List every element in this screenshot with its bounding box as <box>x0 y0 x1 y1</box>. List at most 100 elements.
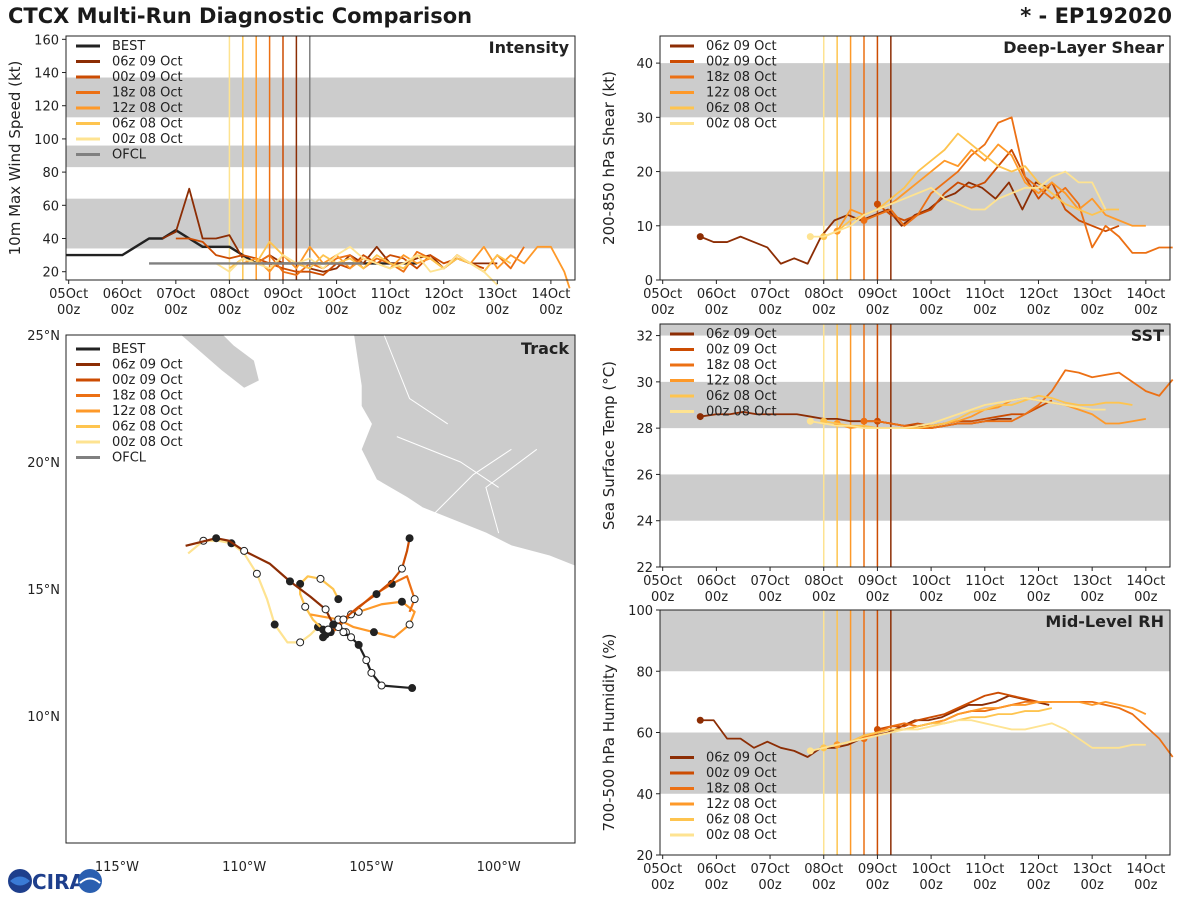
legend-label: 00z 09 Oct <box>112 373 183 388</box>
y-tick-label: 20 <box>636 166 653 181</box>
x-tick-label: 00z <box>651 303 675 318</box>
y-tick-label: 60 <box>636 727 653 742</box>
y-tick-label: 160 <box>34 33 59 48</box>
legend-label: OFCL <box>112 148 147 163</box>
x-tick-label: 06Oct <box>697 287 736 302</box>
panel-title: Intensity <box>489 38 570 57</box>
x-tick-label: 00z <box>1027 303 1051 318</box>
storm-id: * - EP192020 <box>1020 4 1172 28</box>
legend-label: 00z 09 Oct <box>706 343 777 358</box>
track-point <box>329 620 338 629</box>
y-tick-label: 100 <box>34 133 59 148</box>
panel-title: Deep-Layer Shear <box>1003 38 1164 57</box>
x-tick-label: 05Oct <box>643 574 682 589</box>
shaded-band <box>660 63 1170 118</box>
series-start-marker <box>696 716 704 724</box>
x-tick-label: 11Oct <box>965 862 1004 877</box>
y-tick-label: 100 <box>628 604 653 619</box>
y-axis-label: Sea Surface Temp (°C) <box>600 361 618 530</box>
track-point <box>372 590 381 599</box>
series-line <box>810 170 1107 238</box>
panel-sst: 22242628303205Oct00z06Oct00z07Oct00z08Oc… <box>600 323 1174 605</box>
series-line <box>863 700 1174 758</box>
x-tick-label: 00z <box>111 303 135 318</box>
series-start-marker <box>696 413 704 421</box>
y-tick-label: 22 <box>636 561 653 576</box>
x-tick-label: 00z <box>325 303 349 318</box>
x-tick-label: 08Oct <box>210 287 249 302</box>
y-tick-label: 20 <box>636 849 653 864</box>
track-point <box>296 579 305 588</box>
state-border <box>434 448 512 514</box>
x-tick-label: 11Oct <box>965 287 1004 302</box>
track-line <box>185 537 335 633</box>
legend-label: 06z 08 Oct <box>706 813 777 828</box>
x-tick-label: 00z <box>1080 590 1104 605</box>
logo-text: CIRA <box>32 870 86 894</box>
x-tick-label: 07Oct <box>751 287 790 302</box>
shaded-band <box>660 610 1170 672</box>
x-tick-label: 00z <box>812 590 836 605</box>
legend-label: 00z 08 Oct <box>706 405 777 420</box>
x-tick-label: 105°W <box>349 860 393 875</box>
track-point <box>347 633 356 642</box>
x-tick-label: 10Oct <box>912 287 951 302</box>
y-axis-label: 10m Max Wind Speed (kt) <box>6 61 24 256</box>
legend-label: 18z 08 Oct <box>112 86 183 101</box>
legend-label: 06z 09 Oct <box>706 39 777 54</box>
x-tick-label: 09Oct <box>858 862 897 877</box>
track-point <box>354 640 363 649</box>
legend-label: 12z 08 Oct <box>706 86 777 101</box>
x-tick-label: 00z <box>486 303 510 318</box>
x-tick-label: 00z <box>651 590 675 605</box>
track-point <box>334 595 343 604</box>
x-tick-label: 10Oct <box>317 287 356 302</box>
x-tick-label: 115°W <box>95 860 139 875</box>
series-line <box>810 719 1146 752</box>
x-tick-label: 00z <box>1080 878 1104 893</box>
legend-label: 18z 08 Oct <box>706 70 777 85</box>
series-start-marker <box>806 747 814 755</box>
panel-track: 10°N 15°N 20°N 25°N 115°W 110°W 105°W 100°W Trac… <box>27 329 576 875</box>
y-axis-label: 200-850 hPa Shear (kt) <box>600 71 618 245</box>
x-tick-label: 10Oct <box>912 862 951 877</box>
x-tick-label: 13Oct <box>1073 574 1112 589</box>
x-tick-label: 08Oct <box>804 574 843 589</box>
track-point <box>321 605 330 614</box>
x-tick-label: 05Oct <box>643 287 682 302</box>
series-line <box>863 116 1173 254</box>
x-tick-label: 00z <box>57 303 81 318</box>
x-tick-label: 00z <box>1027 590 1051 605</box>
panel-shear: 01020304005Oct00z06Oct00z07Oct00z08Oct00… <box>600 35 1173 318</box>
y-tick-label: 40 <box>636 788 653 803</box>
panel-rh: 2040608010005Oct00z06Oct00z07Oct00z08Oct… <box>600 604 1174 893</box>
x-tick-label: 00z <box>866 590 890 605</box>
x-tick-label: 14Oct <box>1126 862 1165 877</box>
panel-title: Mid-Level RH <box>1045 612 1164 631</box>
y-tick-label: 40 <box>42 233 59 248</box>
x-tick-label: 06Oct <box>697 862 736 877</box>
legend-label: 06z 09 Oct <box>112 358 183 373</box>
legend-label: 18z 08 Oct <box>706 782 777 797</box>
legend-label: 06z 08 Oct <box>706 101 777 116</box>
track-point <box>296 638 305 647</box>
y-tick-label: 10°N <box>27 710 60 725</box>
x-tick-label: 11Oct <box>371 287 410 302</box>
series-line <box>215 245 498 286</box>
x-tick-label: 110°W <box>222 860 266 875</box>
legend-label: BEST <box>112 342 145 357</box>
track-point <box>397 597 406 606</box>
y-tick-label: 80 <box>636 665 653 680</box>
legend-label: 00z 09 Oct <box>112 70 183 85</box>
legend-label: BEST <box>112 39 145 54</box>
x-tick-label: 08Oct <box>804 862 843 877</box>
panel-title: SST <box>1131 326 1164 345</box>
track-point <box>252 569 261 578</box>
track-point <box>212 534 221 543</box>
x-tick-label: 05Oct <box>49 287 88 302</box>
plot-frame <box>659 35 1171 281</box>
legend-label: 00z 09 Oct <box>706 55 777 70</box>
shaded-band <box>66 198 575 249</box>
x-tick-label: 12Oct <box>1019 574 1058 589</box>
x-tick-label: 00z <box>973 878 997 893</box>
